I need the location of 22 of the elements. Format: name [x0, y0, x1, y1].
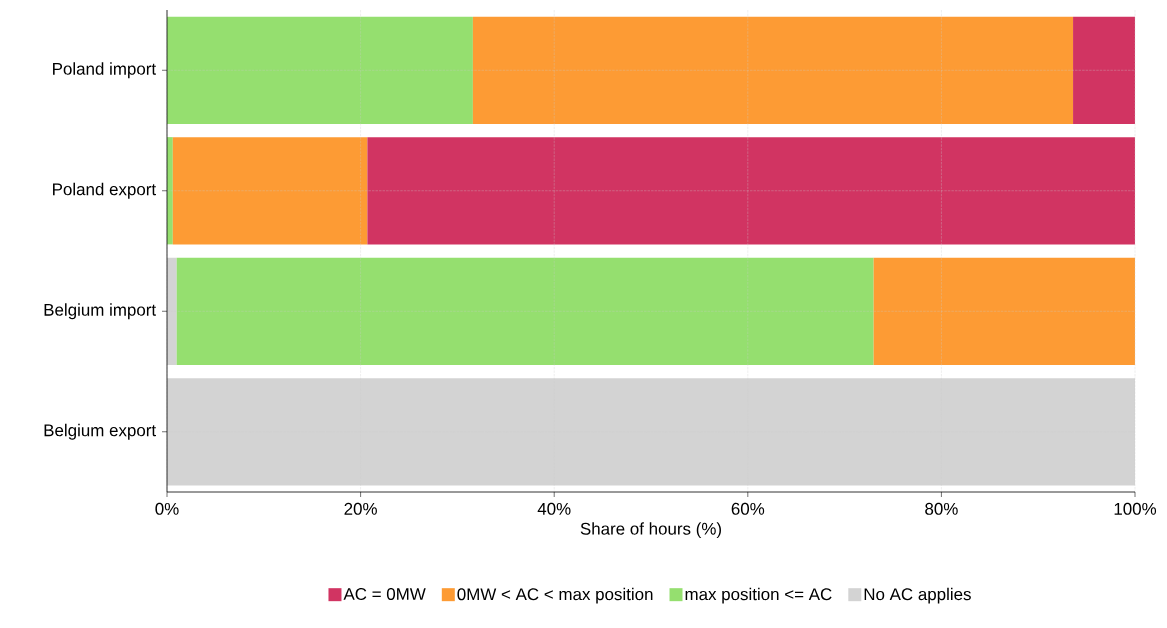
bar — [472, 16, 1074, 124]
x-tick-label: 0% — [155, 502, 179, 515]
bar — [367, 137, 1136, 245]
bar — [176, 257, 874, 365]
legend-label: AC = 0MW — [343, 587, 426, 600]
bar — [167, 16, 473, 124]
y-tick-label: Poland export — [53, 182, 156, 199]
x-tick-label: 20% — [344, 502, 377, 515]
x-tick-label: 60% — [731, 502, 765, 515]
x-tick-label: 40% — [537, 502, 571, 515]
bar — [1073, 16, 1136, 124]
bar — [172, 137, 368, 245]
legend-label: No AC applies — [864, 587, 971, 604]
x-tick-label: 100% — [1114, 502, 1157, 515]
legend-label: max position <= AC — [685, 587, 832, 604]
x-axis-title: Share of hours (%) — [580, 522, 721, 539]
bar — [873, 257, 1136, 365]
x-tick-label: 80% — [925, 502, 958, 515]
y-tick-label: Poland import — [53, 62, 156, 79]
y-tick-label: Belgium export — [44, 423, 156, 440]
y-tick-label: Belgium import — [44, 303, 156, 320]
legend-label: 0MW < AC < max position — [457, 587, 653, 604]
